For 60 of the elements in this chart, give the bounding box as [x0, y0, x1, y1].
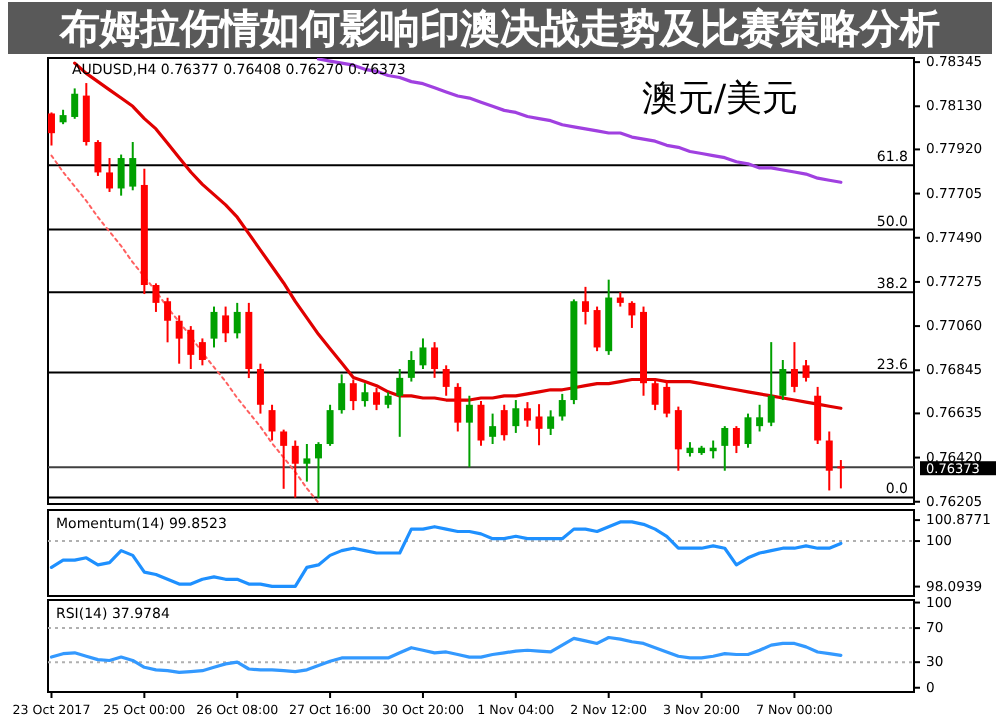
candlestick: [802, 358, 810, 383]
candlestick: [373, 386, 381, 412]
candlestick: [338, 373, 346, 415]
candlestick: [581, 285, 589, 326]
candlestick: [326, 403, 334, 447]
candlestick: [175, 314, 183, 365]
text: 澳元/美元: [641, 78, 799, 120]
candlestick: [732, 425, 740, 455]
candlestick: [535, 403, 543, 447]
candlestick: [361, 382, 369, 408]
candlestick: [431, 341, 439, 379]
candlestick: [790, 341, 798, 394]
candlestick: [663, 380, 671, 419]
candlestick: [82, 82, 90, 147]
candlestick: [233, 301, 241, 340]
candlestick: [500, 403, 508, 442]
candlestick: [628, 300, 636, 329]
candlestick: [442, 364, 450, 397]
candlestick: [198, 337, 206, 367]
candlestick: [129, 141, 137, 192]
line-series: [49, 635, 843, 674]
candlestick: [164, 296, 172, 344]
candlestick: [407, 350, 415, 383]
candlestick: [419, 337, 427, 371]
candlestick: [94, 139, 102, 177]
candlestick: [396, 368, 404, 438]
candlestick: [152, 282, 160, 313]
candlestick: [558, 392, 566, 422]
text: 布姆拉伤情如何影响印澳决战走势及比赛策略分析: [58, 6, 940, 52]
candlestick: [721, 425, 729, 472]
candlestick: [547, 409, 555, 436]
candlestick: [280, 428, 288, 490]
candlestick: [303, 443, 311, 483]
line-series: [49, 520, 843, 589]
candlestick: [256, 362, 264, 415]
candlestick: [512, 399, 520, 434]
candlestick: [48, 111, 55, 147]
candlestick: [756, 403, 764, 433]
candlestick: [222, 305, 230, 344]
line-series: [50, 154, 320, 504]
candlestick: [315, 441, 322, 499]
candlestick: [837, 459, 845, 490]
candlestick: [767, 341, 775, 428]
candlestick: [71, 87, 79, 120]
candlestick: [779, 358, 787, 402]
candlestick: [825, 430, 833, 492]
candlestick: [593, 305, 601, 353]
candlestick: [291, 439, 299, 499]
candlestick: [268, 403, 276, 442]
candlestick: [106, 157, 114, 193]
candlestick: [187, 325, 195, 371]
candlestick: [489, 412, 497, 446]
candlestick: [465, 394, 473, 469]
candlestick: [349, 378, 357, 412]
candlestick: [454, 382, 462, 433]
candlestick: [523, 401, 531, 428]
candlestick: [651, 378, 659, 412]
candlestick: [674, 405, 682, 472]
candlestick: [117, 153, 125, 197]
candlestick: [814, 385, 822, 446]
